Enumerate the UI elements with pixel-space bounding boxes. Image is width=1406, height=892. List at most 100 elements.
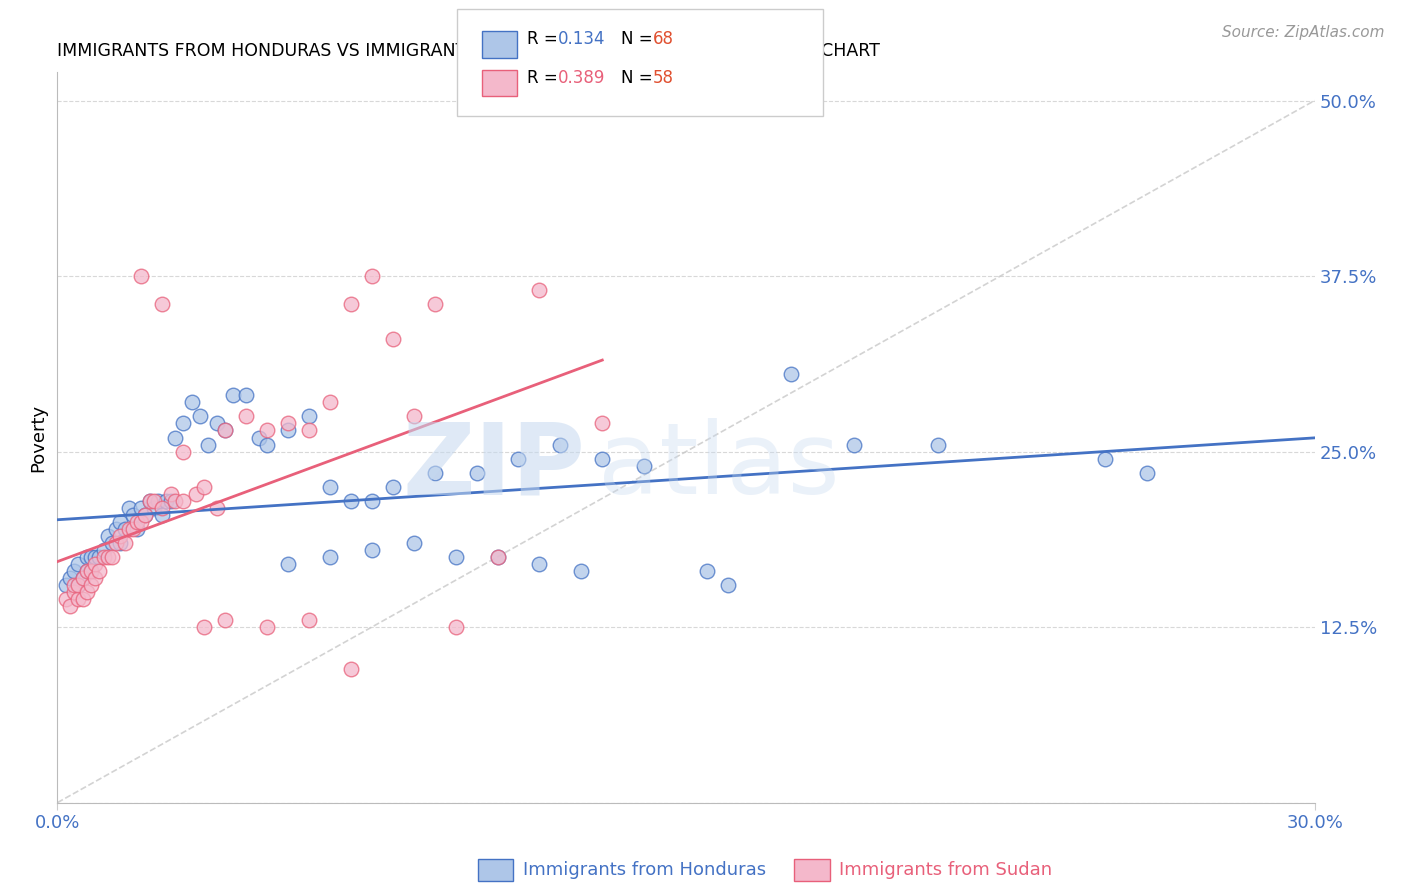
Point xyxy=(129,268,152,283)
Point xyxy=(146,493,169,508)
Point xyxy=(444,549,467,564)
Point xyxy=(1094,451,1116,466)
Point xyxy=(423,466,446,480)
Point xyxy=(235,388,257,402)
Point xyxy=(105,536,128,550)
Point xyxy=(138,493,160,508)
Point xyxy=(508,451,530,466)
Text: N =: N = xyxy=(621,30,658,48)
Point xyxy=(63,564,86,578)
Point xyxy=(277,557,299,571)
Point xyxy=(529,283,551,297)
Point xyxy=(277,417,299,431)
Text: IMMIGRANTS FROM HONDURAS VS IMMIGRANTS FROM SUDAN POVERTY CORRELATION CHART: IMMIGRANTS FROM HONDURAS VS IMMIGRANTS F… xyxy=(58,42,880,60)
Point xyxy=(72,571,94,585)
Point xyxy=(129,515,152,529)
Text: Immigrants from Honduras: Immigrants from Honduras xyxy=(523,861,766,879)
Point xyxy=(84,549,107,564)
Point xyxy=(59,599,82,613)
Point xyxy=(55,578,77,592)
Point xyxy=(80,564,103,578)
Point xyxy=(360,268,382,283)
Point xyxy=(110,529,132,543)
Point xyxy=(159,493,181,508)
Point xyxy=(59,571,82,585)
Point xyxy=(465,466,488,480)
Text: ZIP: ZIP xyxy=(402,418,585,516)
Point xyxy=(80,564,103,578)
Point xyxy=(550,437,572,451)
Point xyxy=(118,522,141,536)
Point xyxy=(76,564,98,578)
Point xyxy=(340,493,363,508)
Text: 68: 68 xyxy=(652,30,673,48)
Point xyxy=(84,571,107,585)
Point xyxy=(193,620,215,634)
Point xyxy=(93,542,115,557)
Point xyxy=(150,508,173,522)
Text: Source: ZipAtlas.com: Source: ZipAtlas.com xyxy=(1222,25,1385,40)
Point xyxy=(298,613,321,627)
Point xyxy=(76,549,98,564)
Point xyxy=(172,417,194,431)
Point xyxy=(63,585,86,599)
Point xyxy=(214,424,236,438)
Point xyxy=(72,571,94,585)
Point xyxy=(340,662,363,676)
Point xyxy=(172,493,194,508)
Point xyxy=(319,395,342,409)
Point xyxy=(205,417,228,431)
Point xyxy=(205,500,228,515)
Point xyxy=(127,522,149,536)
Point xyxy=(696,564,718,578)
Point xyxy=(105,522,128,536)
Point xyxy=(84,557,107,571)
Point xyxy=(319,549,342,564)
Point xyxy=(67,578,90,592)
Point xyxy=(172,444,194,458)
Point xyxy=(247,430,270,444)
Point xyxy=(101,549,124,564)
Point xyxy=(142,500,165,515)
Point xyxy=(486,549,509,564)
Text: 58: 58 xyxy=(652,69,673,87)
Point xyxy=(67,557,90,571)
Point xyxy=(97,529,120,543)
Point xyxy=(381,332,404,346)
Point xyxy=(927,437,949,451)
Text: R =: R = xyxy=(527,69,564,87)
Text: 0.134: 0.134 xyxy=(558,30,606,48)
Point xyxy=(402,409,425,424)
Point xyxy=(150,297,173,311)
Point xyxy=(118,500,141,515)
Point xyxy=(93,549,115,564)
Point xyxy=(402,536,425,550)
Point xyxy=(569,564,592,578)
Point xyxy=(80,578,103,592)
Point xyxy=(110,536,132,550)
Point xyxy=(235,409,257,424)
Point xyxy=(197,437,219,451)
Point xyxy=(184,486,207,500)
Text: Immigrants from Sudan: Immigrants from Sudan xyxy=(839,861,1053,879)
Point xyxy=(591,451,613,466)
Text: atlas: atlas xyxy=(598,418,839,516)
Point xyxy=(150,500,173,515)
Point xyxy=(89,564,111,578)
Point xyxy=(129,500,152,515)
Text: N =: N = xyxy=(621,69,658,87)
Point xyxy=(360,542,382,557)
Point xyxy=(110,515,132,529)
Point xyxy=(340,297,363,311)
Point xyxy=(1136,466,1159,480)
Point xyxy=(214,424,236,438)
Point xyxy=(529,557,551,571)
Point xyxy=(779,368,801,382)
Point xyxy=(298,424,321,438)
Point xyxy=(63,578,86,592)
Point xyxy=(76,585,98,599)
Point xyxy=(633,458,655,473)
Point xyxy=(134,508,156,522)
Y-axis label: Poverty: Poverty xyxy=(30,403,46,472)
Point xyxy=(214,613,236,627)
